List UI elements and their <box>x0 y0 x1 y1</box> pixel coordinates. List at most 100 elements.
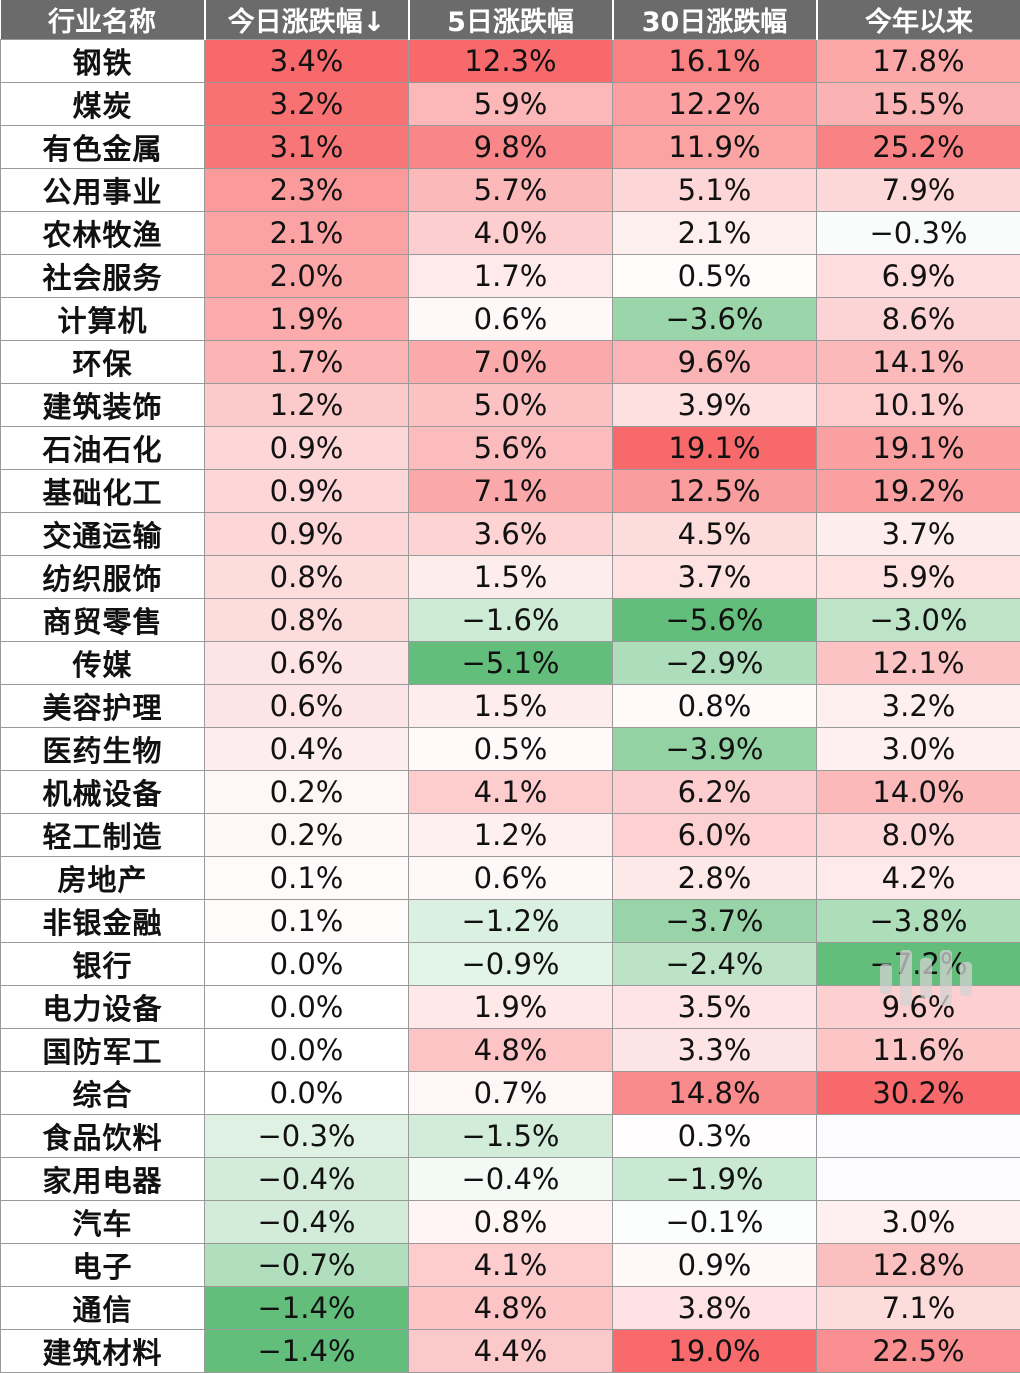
cell-ytd: −3.8% <box>817 900 1020 943</box>
cell-today: −1.4% <box>205 1330 409 1373</box>
cell-today: 3.2% <box>205 83 409 126</box>
cell-5day: 5.6% <box>409 427 613 470</box>
cell-30day: 19.1% <box>613 427 817 470</box>
industry-name: 美容护理 <box>1 685 205 728</box>
cell-30day: 4.5% <box>613 513 817 556</box>
industry-name: 非银金融 <box>1 900 205 943</box>
cell-ytd: 8.6% <box>817 298 1020 341</box>
cell-30day: 12.2% <box>613 83 817 126</box>
column-header-today[interactable]: 今日涨跌幅↓ <box>205 0 409 40</box>
column-header-ytd[interactable]: 今年以来 <box>817 0 1020 40</box>
cell-30day: −2.4% <box>613 943 817 986</box>
cell-30day: 6.0% <box>613 814 817 857</box>
cell-5day: 0.7% <box>409 1072 613 1115</box>
column-header-5day[interactable]: 5日涨跌幅 <box>409 0 613 40</box>
cell-ytd: 10.1% <box>817 384 1020 427</box>
cell-30day: 19.0% <box>613 1330 817 1373</box>
cell-ytd: 3.2% <box>817 685 1020 728</box>
industry-name: 环保 <box>1 341 205 384</box>
cell-today: 0.2% <box>205 771 409 814</box>
cell-5day: 0.6% <box>409 857 613 900</box>
cell-5day: 7.0% <box>409 341 613 384</box>
cell-5day: 4.0% <box>409 212 613 255</box>
cell-ytd: 25.2% <box>817 126 1020 169</box>
cell-today: 0.1% <box>205 900 409 943</box>
cell-today: −0.7% <box>205 1244 409 1287</box>
cell-today: 2.0% <box>205 255 409 298</box>
cell-5day: 0.5% <box>409 728 613 771</box>
cell-5day: 4.4% <box>409 1330 613 1373</box>
cell-5day: 4.1% <box>409 771 613 814</box>
industry-name: 有色金属 <box>1 126 205 169</box>
cell-today: 0.0% <box>205 1029 409 1072</box>
cell-5day: 5.7% <box>409 169 613 212</box>
industry-name: 社会服务 <box>1 255 205 298</box>
industry-name: 基础化工 <box>1 470 205 513</box>
cell-ytd: −7.2% <box>817 943 1020 986</box>
cell-today: 3.1% <box>205 126 409 169</box>
industry-name: 食品饮料 <box>1 1115 205 1158</box>
cell-ytd: 8.0% <box>817 814 1020 857</box>
industry-name: 通信 <box>1 1287 205 1330</box>
cell-5day: −1.6% <box>409 599 613 642</box>
cell-5day: 1.7% <box>409 255 613 298</box>
cell-today: 0.8% <box>205 599 409 642</box>
cell-today: −0.3% <box>205 1115 409 1158</box>
cell-30day: −5.6% <box>613 599 817 642</box>
cell-5day: 4.8% <box>409 1029 613 1072</box>
industry-name: 商贸零售 <box>1 599 205 642</box>
cell-30day: 3.8% <box>613 1287 817 1330</box>
cell-ytd: 7.1% <box>817 1287 1020 1330</box>
industry-name: 机械设备 <box>1 771 205 814</box>
cell-ytd: 3.0% <box>817 1201 1020 1244</box>
cell-ytd: 30.2% <box>817 1072 1020 1115</box>
industry-name: 电力设备 <box>1 986 205 1029</box>
cell-today: 0.6% <box>205 642 409 685</box>
cell-today: 0.0% <box>205 943 409 986</box>
cell-30day: 0.8% <box>613 685 817 728</box>
table-row: 建筑材料−1.4%4.4%19.0%22.5% <box>1 1330 1020 1373</box>
cell-5day: 0.8% <box>409 1201 613 1244</box>
cell-5day: 3.6% <box>409 513 613 556</box>
cell-30day: 2.1% <box>613 212 817 255</box>
cell-today: −1.4% <box>205 1287 409 1330</box>
industry-name: 医药生物 <box>1 728 205 771</box>
cell-30day: 0.9% <box>613 1244 817 1287</box>
cell-today: 0.8% <box>205 556 409 599</box>
table-row: 电子−0.7%4.1%0.9%12.8% <box>1 1244 1020 1287</box>
column-header-30day[interactable]: 30日涨跌幅 <box>613 0 817 40</box>
cell-30day: 11.9% <box>613 126 817 169</box>
cell-30day: 3.7% <box>613 556 817 599</box>
industry-name: 汽车 <box>1 1201 205 1244</box>
cell-30day: 9.6% <box>613 341 817 384</box>
cell-5day: −0.9% <box>409 943 613 986</box>
cell-today: −0.4% <box>205 1201 409 1244</box>
column-header-industry: 行业名称 <box>1 0 205 40</box>
cell-30day: 5.1% <box>613 169 817 212</box>
cell-30day: 12.5% <box>613 470 817 513</box>
cell-today: 0.9% <box>205 427 409 470</box>
cell-ytd: 11.6% <box>817 1029 1020 1072</box>
cell-ytd: 12.8% <box>817 1244 1020 1287</box>
cell-30day: −3.6% <box>613 298 817 341</box>
cell-5day: 1.5% <box>409 685 613 728</box>
cell-today: 1.7% <box>205 341 409 384</box>
cell-5day: 1.5% <box>409 556 613 599</box>
